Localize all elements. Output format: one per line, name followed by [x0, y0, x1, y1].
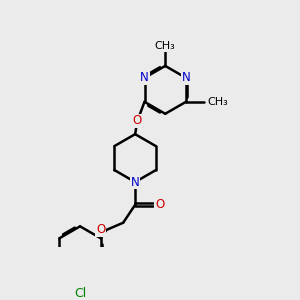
Text: CH₃: CH₃	[207, 97, 228, 107]
Text: O: O	[155, 198, 164, 211]
Text: CH₃: CH₃	[155, 41, 176, 51]
Text: Cl: Cl	[74, 287, 86, 300]
Text: N: N	[182, 71, 190, 84]
Text: O: O	[133, 115, 142, 128]
Text: N: N	[131, 176, 140, 188]
Text: O: O	[96, 224, 106, 236]
Text: N: N	[140, 71, 149, 84]
